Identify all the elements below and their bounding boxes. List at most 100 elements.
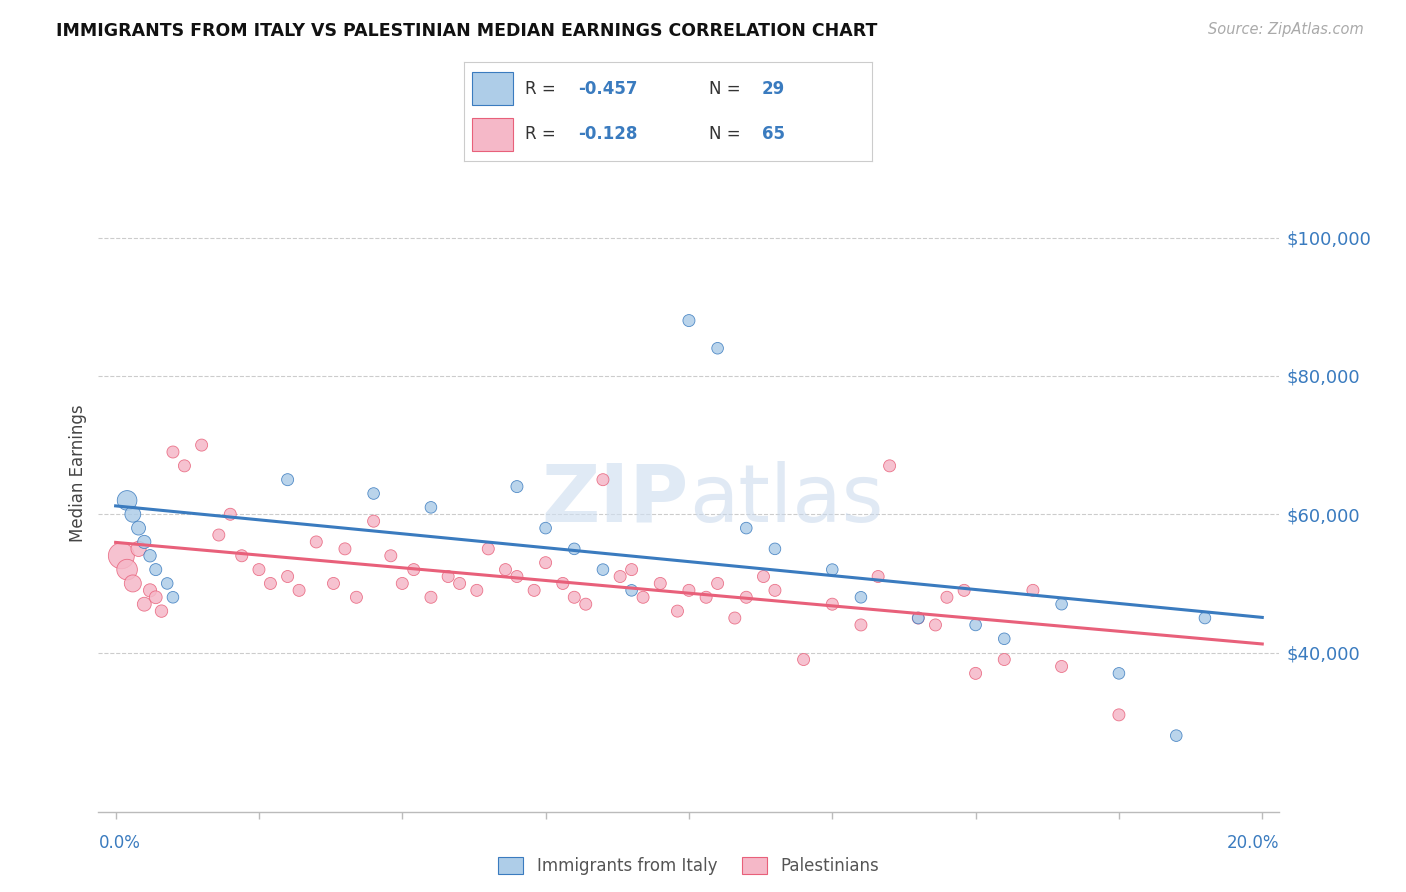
Point bbox=[128, 521, 150, 535]
Point bbox=[793, 652, 815, 666]
Point bbox=[907, 611, 929, 625]
Text: R =: R = bbox=[526, 80, 561, 98]
Point bbox=[121, 576, 143, 591]
Point bbox=[145, 563, 167, 577]
Point bbox=[592, 563, 614, 577]
Text: N =: N = bbox=[709, 80, 745, 98]
Text: R =: R = bbox=[526, 125, 561, 143]
Point bbox=[150, 604, 173, 618]
Point bbox=[363, 486, 385, 500]
Point bbox=[277, 473, 299, 487]
Point bbox=[1108, 707, 1130, 722]
Point bbox=[259, 576, 281, 591]
Point bbox=[288, 583, 311, 598]
Point bbox=[666, 604, 689, 618]
Point bbox=[592, 473, 614, 487]
Text: -0.128: -0.128 bbox=[578, 125, 637, 143]
Point bbox=[1166, 729, 1188, 743]
Point bbox=[333, 541, 356, 556]
Text: 29: 29 bbox=[762, 80, 785, 98]
Point bbox=[993, 632, 1015, 646]
Point bbox=[391, 576, 413, 591]
Point bbox=[363, 514, 385, 528]
Point bbox=[1022, 583, 1045, 598]
Point bbox=[575, 597, 598, 611]
Point bbox=[277, 569, 299, 583]
Point bbox=[305, 535, 328, 549]
Point bbox=[907, 611, 929, 625]
Text: Source: ZipAtlas.com: Source: ZipAtlas.com bbox=[1208, 22, 1364, 37]
Point bbox=[724, 611, 747, 625]
Text: 65: 65 bbox=[762, 125, 785, 143]
Text: atlas: atlas bbox=[689, 461, 883, 539]
Point bbox=[477, 541, 499, 556]
Point bbox=[121, 508, 143, 522]
Point bbox=[420, 591, 443, 605]
Legend: Immigrants from Italy, Palestinians: Immigrants from Italy, Palestinians bbox=[492, 850, 886, 881]
Point bbox=[650, 576, 672, 591]
Point bbox=[1194, 611, 1216, 625]
Point bbox=[993, 652, 1015, 666]
Text: 20.0%: 20.0% bbox=[1227, 834, 1279, 852]
Point bbox=[935, 591, 957, 605]
Point bbox=[115, 493, 138, 508]
Point bbox=[678, 583, 700, 598]
Point bbox=[110, 549, 132, 563]
Point bbox=[115, 563, 138, 577]
Point bbox=[763, 583, 786, 598]
Point bbox=[162, 591, 184, 605]
Point bbox=[735, 591, 758, 605]
Text: ZIP: ZIP bbox=[541, 461, 689, 539]
Point bbox=[879, 458, 901, 473]
Point bbox=[247, 563, 270, 577]
Point bbox=[1050, 597, 1073, 611]
Point bbox=[190, 438, 212, 452]
Text: IMMIGRANTS FROM ITALY VS PALESTINIAN MEDIAN EARNINGS CORRELATION CHART: IMMIGRANTS FROM ITALY VS PALESTINIAN MED… bbox=[56, 22, 877, 40]
Point bbox=[145, 591, 167, 605]
Point bbox=[609, 569, 631, 583]
Point bbox=[506, 569, 529, 583]
Point bbox=[752, 569, 775, 583]
Point bbox=[562, 541, 585, 556]
Point bbox=[231, 549, 253, 563]
Point bbox=[953, 583, 976, 598]
Point bbox=[380, 549, 402, 563]
Point bbox=[506, 480, 529, 494]
Point bbox=[139, 583, 162, 598]
Point bbox=[139, 549, 162, 563]
Point bbox=[322, 576, 344, 591]
Point bbox=[849, 591, 872, 605]
Point bbox=[695, 591, 717, 605]
Point bbox=[208, 528, 231, 542]
Point bbox=[965, 618, 987, 632]
FancyBboxPatch shape bbox=[472, 72, 513, 104]
Point bbox=[173, 458, 195, 473]
Point bbox=[706, 341, 728, 355]
Point bbox=[420, 500, 443, 515]
Point bbox=[620, 583, 643, 598]
Point bbox=[402, 563, 425, 577]
Point bbox=[551, 576, 574, 591]
Text: N =: N = bbox=[709, 125, 745, 143]
Point bbox=[465, 583, 488, 598]
Point bbox=[821, 597, 844, 611]
Point bbox=[868, 569, 890, 583]
Point bbox=[924, 618, 946, 632]
Point bbox=[134, 597, 156, 611]
Point bbox=[763, 541, 786, 556]
Point bbox=[735, 521, 758, 535]
FancyBboxPatch shape bbox=[472, 119, 513, 151]
Point bbox=[134, 535, 156, 549]
Point bbox=[706, 576, 728, 591]
Point bbox=[523, 583, 546, 598]
Y-axis label: Median Earnings: Median Earnings bbox=[69, 404, 87, 541]
Point bbox=[620, 563, 643, 577]
Point bbox=[344, 591, 367, 605]
Point bbox=[1050, 659, 1073, 673]
Point bbox=[128, 541, 150, 556]
Point bbox=[219, 508, 242, 522]
Point bbox=[534, 556, 557, 570]
Point bbox=[534, 521, 557, 535]
Point bbox=[1108, 666, 1130, 681]
Point bbox=[821, 563, 844, 577]
